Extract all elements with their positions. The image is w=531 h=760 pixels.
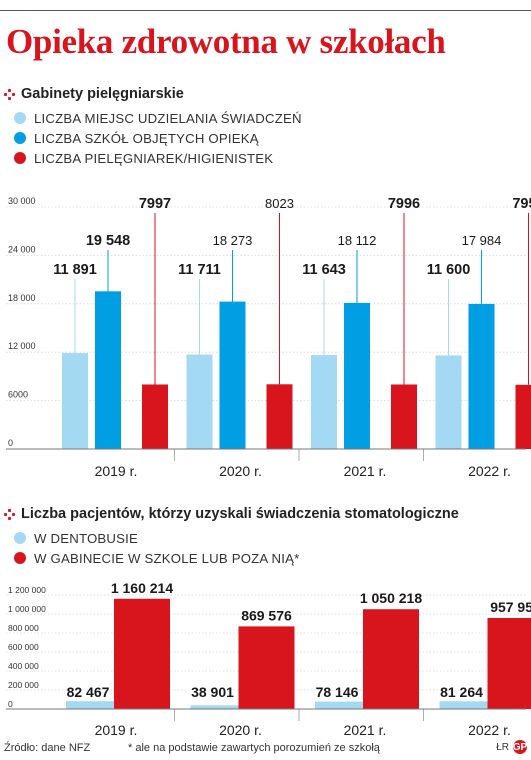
data-label: 8023	[265, 196, 294, 211]
data-label: 957 953	[490, 599, 531, 615]
data-label: 19 548	[86, 233, 130, 249]
section2-heading-text: Liczba pacjentów, którzy uzyskali świadc…	[21, 506, 459, 522]
chart1-legend: LICZBA MIEJSC UDZIELANIA ŚWIADCZEŃ LICZB…	[14, 108, 302, 168]
legend-swatch	[14, 552, 26, 564]
section1-heading: Gabinety pielęgniarskie	[4, 86, 184, 102]
bar	[515, 384, 531, 449]
data-label: 7958	[512, 196, 531, 212]
legend-label: W DENTOBUSIE	[34, 530, 139, 546]
x-tick-label: 2022 r.	[468, 463, 511, 479]
section1-heading-text: Gabinety pielęgniarskie	[21, 86, 184, 102]
y-tick-label: 12 000	[8, 341, 36, 351]
legend-swatch	[14, 132, 26, 144]
y-tick-label: 30 000	[8, 196, 36, 206]
section-marker-icon	[4, 508, 15, 520]
bar	[468, 303, 495, 449]
data-label: 1 160 214	[111, 580, 173, 596]
y-tick-label: 800 000	[8, 623, 39, 633]
legend-item: LICZBA SZKÓŁ OBJĘTYCH OPIEKĄ	[14, 128, 302, 148]
bar	[142, 384, 168, 449]
y-tick-label: 18 000	[8, 293, 36, 303]
legend-item: W GABINECIE W SZKOLE LUB POZA NIĄ*	[14, 548, 299, 568]
x-tick-label: 2021 r.	[344, 722, 387, 738]
section2-heading: Liczba pacjentów, którzy uzyskali świadc…	[4, 506, 459, 522]
data-label: 11 600	[427, 262, 471, 278]
source-note: Źródło: dane NFZ	[4, 742, 91, 754]
legend-item: LICZBA PIELĘGNIAREK/HIGIENISTEK	[14, 148, 302, 168]
data-label: 18 112	[338, 233, 377, 248]
publisher-logo: ŁR GP	[496, 740, 527, 754]
data-label: 7996	[388, 196, 420, 212]
y-tick-label: 0	[8, 699, 13, 709]
x-tick-label: 2020 r.	[219, 463, 262, 479]
y-tick-label: 1 000 000	[8, 604, 46, 614]
data-label: 11 891	[53, 262, 97, 278]
bar	[190, 705, 247, 709]
bar	[363, 609, 419, 709]
data-label: 82 467	[67, 684, 110, 700]
data-label: 78 146	[316, 684, 359, 700]
x-tick-label: 2019 r.	[95, 463, 138, 479]
data-label: 7997	[139, 196, 171, 212]
y-tick-label: 0	[8, 438, 13, 448]
data-label: 38 901	[191, 684, 234, 700]
bar	[186, 354, 213, 449]
data-label: 11 711	[178, 262, 221, 278]
legend-label: LICZBA MIEJSC UDZIELANIA ŚWIADCZEŃ	[34, 110, 302, 126]
data-label: 81 264	[440, 684, 483, 700]
legend-swatch	[14, 152, 26, 164]
bar	[219, 301, 246, 449]
bar	[344, 302, 370, 449]
top-rule	[0, 10, 531, 11]
bar	[238, 626, 295, 709]
y-tick-label: 600 000	[8, 642, 39, 652]
data-label: 17 984	[462, 233, 502, 248]
legend-label: W GABINECIE W SZKOLE LUB POZA NIĄ*	[34, 550, 300, 566]
bar	[62, 353, 88, 449]
bar	[95, 291, 121, 449]
legend-item: LICZBA MIEJSC UDZIELANIA ŚWIADCZEŃ	[14, 108, 302, 128]
y-tick-label: 1 200 000	[8, 585, 46, 595]
bar	[114, 598, 170, 709]
chart-nurse-offices: 0 6000 12 000 18 000 24 000 30 000 11 891 19 54…	[6, 196, 531, 479]
bar	[266, 384, 293, 449]
data-label: 869 576	[241, 607, 292, 623]
bar	[487, 617, 531, 709]
y-tick-label: 6000	[8, 390, 28, 400]
bar	[391, 384, 417, 449]
legend-label: LICZBA PIELĘGNIAREK/HIGIENISTEK	[34, 150, 274, 166]
y-tick-label: 24 000	[8, 244, 36, 254]
data-label: 18 273	[213, 233, 253, 248]
x-tick-label: 2022 r.	[468, 722, 511, 738]
page-title: Opieka zdrowotna w szkołach	[6, 22, 446, 61]
author-initials: ŁR	[496, 741, 509, 753]
bar	[315, 701, 371, 709]
x-tick-label: 2020 r.	[219, 722, 262, 738]
bar	[435, 355, 462, 449]
bar	[66, 701, 122, 709]
data-label: 1 050 218	[360, 590, 422, 606]
x-tick-label: 2019 r.	[95, 722, 138, 738]
data-label: 11 643	[302, 262, 346, 278]
gp-logo-icon: GP	[512, 740, 528, 754]
legend-swatch	[14, 112, 26, 124]
legend-label: LICZBA SZKÓŁ OBJĘTYCH OPIEKĄ	[34, 130, 259, 146]
x-tick-label: 2021 r.	[344, 463, 387, 479]
y-tick-label: 200 000	[8, 680, 39, 690]
section-marker-icon	[4, 88, 15, 100]
legend-swatch	[14, 532, 26, 544]
bar	[311, 355, 337, 449]
bar	[439, 701, 496, 709]
y-tick-label: 400 000	[8, 661, 39, 671]
footnote: * ale na podstawie zawartych porozumień …	[128, 742, 380, 754]
legend-item: W DENTOBUSIE	[14, 528, 299, 548]
chart2-legend: W DENTOBUSIE W GABINECIE W SZKOLE LUB PO…	[14, 528, 299, 568]
